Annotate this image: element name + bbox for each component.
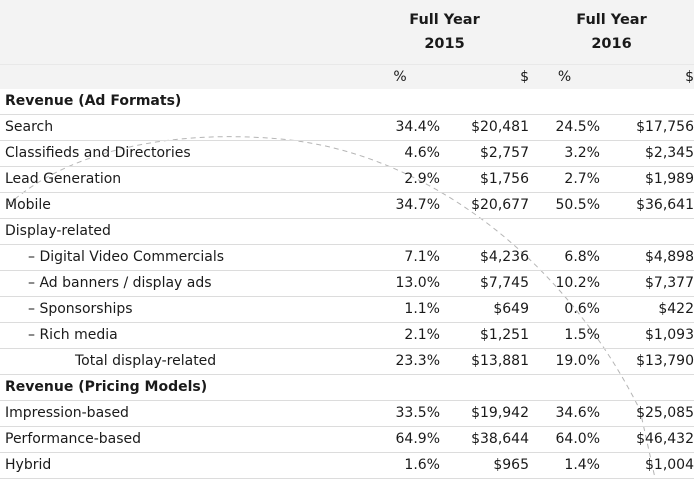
dollar-2015: $20,481: [440, 114, 529, 141]
pct-2016: 6.8%: [529, 244, 600, 271]
row-label: Total display-related: [0, 348, 360, 375]
pct-2016: 34.6%: [529, 400, 600, 427]
pct-2015: 34.4%: [360, 114, 440, 141]
table-row: Display-related: [0, 218, 694, 245]
table-row: Search 34.4% $20,481 24.5% $17,756: [0, 114, 694, 141]
row-label: Impression-based: [0, 400, 360, 427]
row-label: – Sponsorships: [0, 296, 360, 323]
row-label: – Digital Video Commercials: [0, 244, 360, 271]
pct-2016: 24.5%: [529, 114, 600, 141]
dollar-2015: $38,644: [440, 426, 529, 453]
row-label: – Ad banners / display ads: [0, 270, 360, 297]
dollar-2016: $7,377: [600, 270, 694, 297]
pct-2016: 0.6%: [529, 296, 600, 323]
dollar-2015: $20,677: [440, 192, 529, 219]
header-year-2016: Full Year 2016: [529, 0, 694, 65]
pct-2015: 4.6%: [360, 140, 440, 167]
dollar-2015: $1,756: [440, 166, 529, 193]
dollar-2016: $36,641: [600, 192, 694, 219]
row-label: Search: [0, 114, 360, 141]
header-pct-2016: %: [529, 64, 600, 89]
dollar-2015: $649: [440, 296, 529, 323]
header-pct-2015: %: [360, 64, 440, 89]
header-dollar-2015: $: [440, 64, 529, 89]
dollar-2015: $4,236: [440, 244, 529, 271]
header-year-row: Full Year 2015 Full Year 2016: [0, 0, 694, 65]
table-row: Performance-based 64.9% $38,644 64.0% $4…: [0, 426, 694, 453]
dollar-2015: $13,881: [440, 348, 529, 375]
header-unit-row: % $ % $: [0, 64, 694, 89]
header-unit-blank: [0, 64, 360, 89]
dollar-2015: $1,251: [440, 322, 529, 349]
section-pricing-models: Revenue (Pricing Models): [0, 374, 694, 401]
pct-2015: 33.5%: [360, 400, 440, 427]
table-row-total: Total display-related 23.3% $13,881 19.0…: [0, 348, 694, 375]
row-label: Mobile: [0, 192, 360, 219]
header-year-2016-top: Full Year: [576, 12, 647, 28]
pct-2015: 34.7%: [360, 192, 440, 219]
dollar-2016: $1,004: [600, 452, 694, 479]
dollar-2015: $7,745: [440, 270, 529, 297]
pct-2015: 23.3%: [360, 348, 440, 375]
pct-2016: 1.5%: [529, 322, 600, 349]
dollar-2015: $965: [440, 452, 529, 479]
table-row: – Rich media 2.1% $1,251 1.5% $1,093: [0, 322, 694, 349]
dollar-2015: $19,942: [440, 400, 529, 427]
dollar-2016: $46,432: [600, 426, 694, 453]
section-ad-formats: Revenue (Ad Formats): [0, 89, 694, 115]
row-label: Display-related: [0, 218, 694, 245]
table-row: Classifieds and Directories 4.6% $2,757 …: [0, 140, 694, 167]
dollar-2016: $422: [600, 296, 694, 323]
table-row: Lead Generation 2.9% $1,756 2.7% $1,989: [0, 166, 694, 193]
dollar-2016: $4,898: [600, 244, 694, 271]
table-row: – Sponsorships 1.1% $649 0.6% $422: [0, 296, 694, 323]
row-label: – Rich media: [0, 322, 360, 349]
header-dollar-2016: $: [600, 64, 694, 89]
table-row: Mobile 34.7% $20,677 50.5% $36,641: [0, 192, 694, 219]
pct-2015: 1.1%: [360, 296, 440, 323]
table-row: Impression-based 33.5% $19,942 34.6% $25…: [0, 400, 694, 427]
pct-2016: 3.2%: [529, 140, 600, 167]
dollar-2016: $2,345: [600, 140, 694, 167]
pct-2016: 1.4%: [529, 452, 600, 479]
pct-2016: 2.7%: [529, 166, 600, 193]
table-row: – Ad banners / display ads 13.0% $7,745 …: [0, 270, 694, 297]
section-title: Revenue (Pricing Models): [0, 374, 694, 401]
dollar-2015: $2,757: [440, 140, 529, 167]
table-row: Hybrid 1.6% $965 1.4% $1,004: [0, 452, 694, 479]
dollar-2016: $25,085: [600, 400, 694, 427]
row-label: Hybrid: [0, 452, 360, 479]
pct-2016: 19.0%: [529, 348, 600, 375]
row-label: Classifieds and Directories: [0, 140, 360, 167]
pct-2015: 2.1%: [360, 322, 440, 349]
pct-2015: 2.9%: [360, 166, 440, 193]
header-year-2015-top: Full Year: [409, 12, 480, 28]
dollar-2016: $13,790: [600, 348, 694, 375]
pct-2016: 10.2%: [529, 270, 600, 297]
table-row: – Digital Video Commercials 7.1% $4,236 …: [0, 244, 694, 271]
pct-2015: 64.9%: [360, 426, 440, 453]
section-title: Revenue (Ad Formats): [0, 89, 694, 115]
header-blank: [0, 0, 360, 65]
dollar-2016: $1,093: [600, 322, 694, 349]
pct-2015: 13.0%: [360, 270, 440, 297]
pct-2015: 7.1%: [360, 244, 440, 271]
pct-2016: 50.5%: [529, 192, 600, 219]
dollar-2016: $1,989: [600, 166, 694, 193]
dollar-2016: $17,756: [600, 114, 694, 141]
pct-2015: 1.6%: [360, 452, 440, 479]
pct-2016: 64.0%: [529, 426, 600, 453]
row-label: Performance-based: [0, 426, 360, 453]
row-label: Lead Generation: [0, 166, 360, 193]
header-year-2016-bottom: 2016: [591, 36, 632, 52]
header-year-2015-bottom: 2015: [424, 36, 465, 52]
header-year-2015: Full Year 2015: [360, 0, 529, 65]
